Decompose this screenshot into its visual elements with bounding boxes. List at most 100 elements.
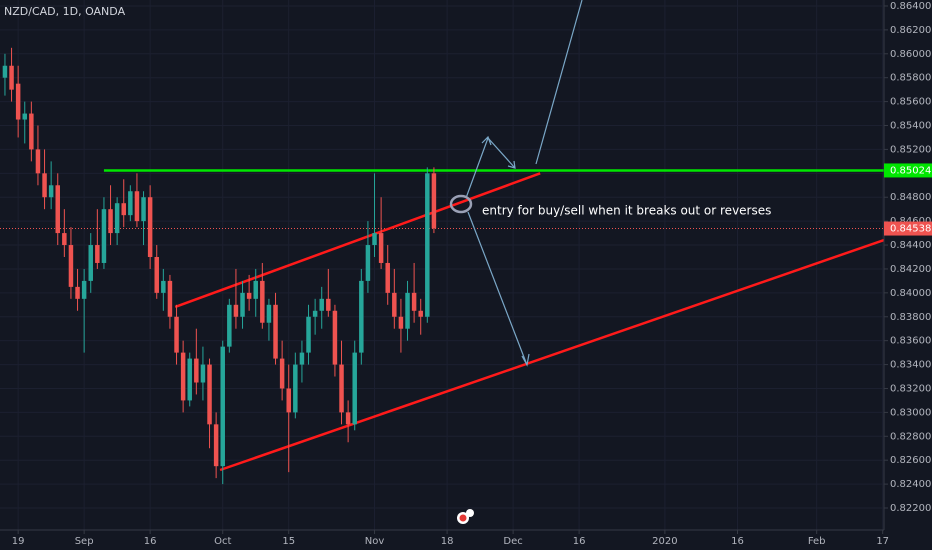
candle-body	[128, 191, 133, 216]
x-tick-label: Sep	[75, 536, 94, 547]
candle-body	[121, 203, 126, 216]
arrow-down-small	[487, 137, 516, 169]
candle-body	[101, 209, 107, 263]
price-label-box	[884, 163, 932, 178]
arrows	[449, 0, 583, 367]
candle-body	[200, 364, 206, 383]
candle-body	[345, 412, 351, 425]
candle-body	[62, 233, 67, 246]
annotation: entry for buy/sell when it breaks out or…	[482, 204, 771, 218]
y-tick-label: 0.86400	[890, 1, 931, 12]
y-tick-label: 0.83400	[890, 360, 931, 371]
candles	[2, 47, 437, 485]
candle-body	[9, 65, 14, 90]
event-icon	[457, 509, 474, 524]
candle-body	[240, 292, 245, 317]
candle-body	[147, 197, 153, 257]
x-tick-label: 15	[282, 536, 295, 547]
candle-body	[2, 65, 8, 78]
candle-body	[55, 185, 60, 234]
x-tick-label: 16	[573, 536, 586, 547]
y-tick-label: 0.83200	[890, 383, 931, 394]
candle-body	[246, 292, 252, 299]
candle-body	[227, 304, 232, 347]
x-tick-label: 18	[441, 536, 454, 547]
candle-body	[42, 173, 47, 198]
candle-body	[418, 310, 423, 317]
axes: 0.82200 0.82400 0.82600 0.82800 0.83000 0.832…	[12, 1, 932, 547]
candle-body	[161, 280, 166, 293]
candle-body	[207, 364, 212, 425]
arrow-up	[465, 135, 492, 199]
y-tick-label: 0.84200	[890, 264, 931, 275]
y-tick-label: 0.82600	[890, 455, 931, 466]
y-tick-label: 0.82200	[890, 503, 931, 514]
x-tick-label: Dec	[503, 536, 522, 547]
candle-body	[425, 173, 430, 317]
candle-body	[411, 292, 417, 311]
candle-body	[279, 358, 285, 389]
candle-body	[81, 280, 87, 299]
x-tick-label: Oct	[214, 536, 231, 547]
candle-body	[306, 316, 311, 353]
y-tick-label: 0.85200	[890, 144, 931, 155]
candle-body	[359, 280, 364, 353]
candle-body	[180, 352, 186, 401]
y-tick-label: 0.83800	[890, 312, 931, 323]
candle-body	[134, 191, 140, 222]
x-tick-label: Feb	[808, 536, 826, 547]
candle-body	[431, 173, 437, 229]
x-tick-label: 16	[144, 536, 157, 547]
candle-body	[233, 304, 239, 317]
x-tick-label: 17	[876, 536, 889, 547]
candle-body	[88, 245, 93, 281]
candle-body	[154, 256, 159, 293]
y-tick-label: 0.82400	[890, 479, 931, 490]
x-tick-label: 16	[731, 536, 744, 547]
candle-body	[141, 197, 146, 222]
y-tick-label: 0.86000	[890, 49, 931, 60]
candle-body	[167, 280, 173, 317]
y-tick-label: 0.82800	[890, 431, 931, 442]
arrow-reverse	[467, 211, 530, 367]
candle-body	[398, 316, 404, 329]
event-icon-badge	[466, 509, 474, 517]
candle-body	[405, 292, 410, 329]
entry-circle	[449, 194, 473, 214]
candle-body	[15, 83, 21, 120]
candle-body	[75, 286, 80, 299]
candle-body	[260, 280, 265, 323]
candle-body	[253, 280, 258, 299]
candle-body	[332, 310, 338, 365]
y-tick-label: 0.86200	[890, 25, 931, 36]
y-tick-label: 0.84400	[890, 240, 931, 251]
y-tick-label: 0.83600	[890, 336, 931, 347]
candle-body	[48, 185, 54, 198]
x-tick-label: 19	[12, 536, 25, 547]
candle-body	[174, 316, 179, 353]
arrow-breakout	[535, 0, 583, 165]
price-label: 0.85024	[890, 165, 931, 176]
candle-body	[68, 245, 74, 287]
candle-body	[213, 424, 219, 467]
candle-body	[319, 298, 324, 311]
candle-body	[29, 113, 34, 150]
price-label-box	[884, 221, 932, 236]
candle-body	[326, 298, 331, 311]
candle-body	[312, 310, 318, 317]
candle-body	[378, 233, 384, 263]
y-tick-label: 0.83000	[890, 407, 931, 418]
candle-body	[299, 352, 305, 365]
candle-body	[108, 209, 113, 234]
y-tick-label: 0.85600	[890, 97, 931, 108]
candle-body	[339, 364, 344, 413]
y-tick-label: 0.85400	[890, 121, 931, 132]
y-tick-label: 0.85800	[890, 73, 931, 84]
candle-body	[187, 358, 192, 401]
candle-body	[194, 358, 199, 383]
trend-line	[219, 238, 885, 472]
y-tick-label: 0.84000	[890, 288, 931, 299]
candle-body	[35, 149, 41, 174]
chart-title: NZD/CAD, 1D, OANDA	[4, 5, 126, 18]
